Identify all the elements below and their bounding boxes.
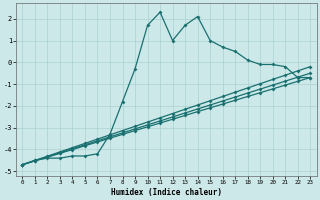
X-axis label: Humidex (Indice chaleur): Humidex (Indice chaleur) <box>111 188 222 197</box>
